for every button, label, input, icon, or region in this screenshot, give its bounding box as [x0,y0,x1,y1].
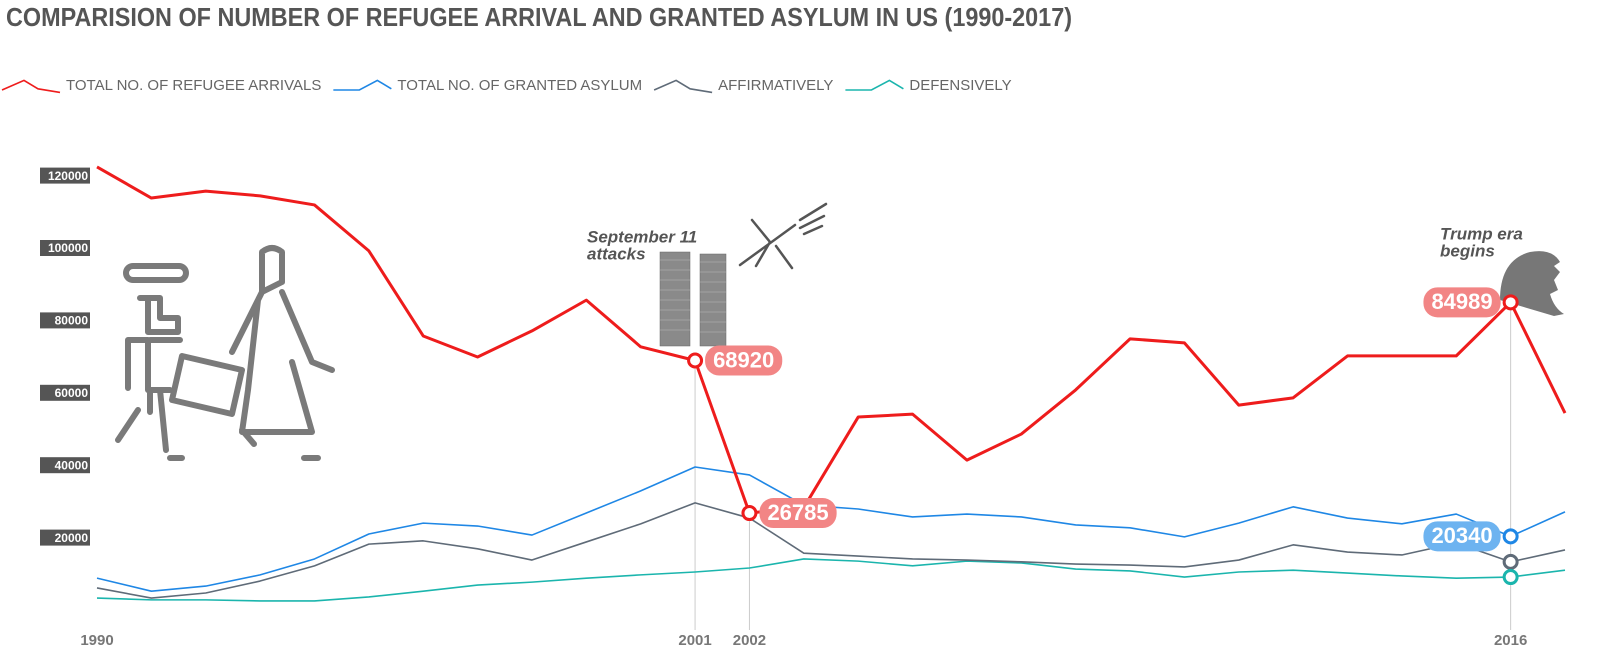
point-marker [1502,569,1519,586]
refugee-illustration [115,245,335,461]
series-line [96,165,1567,515]
x-tick-label: 2001 [678,632,711,649]
data-label-group: 20340 [1423,521,1501,552]
y-tick-label: 60000 [55,386,89,400]
x-tick-label: 1990 [80,632,113,649]
x-tick-label: 2016 [1494,632,1527,649]
data-label-bg [705,345,783,376]
series-line [96,558,1566,602]
annotation: attacks [587,244,646,263]
y-tick-label: 80000 [55,314,89,328]
data-label: 84989 [1431,289,1492,314]
legend-swatch [845,79,904,91]
legend-swatch [653,79,713,94]
chart-title: COMPARISION OF NUMBER OF REFUGEE ARRIVAL… [6,2,1072,32]
twin-towers [659,251,727,347]
legend-swatch [1,79,61,94]
data-label-bg [1423,521,1501,552]
legend-label: TOTAL NO. OF REFUGEE ARRIVALS [66,77,321,94]
y-tick-bg [40,167,90,184]
y-tick-bg [40,312,90,329]
legend-swatch [333,79,392,91]
data-label: 26785 [767,500,828,525]
point-marker [1502,553,1519,570]
data-label: 20340 [1431,523,1492,548]
annotation: Trump era [1440,224,1523,243]
plane-icon [738,202,828,270]
point-marker [687,352,704,369]
legend-label: TOTAL NO. OF GRANTED ASYLUM [397,77,642,94]
point-marker [741,505,758,522]
point-marker [1502,294,1519,311]
y-tick-bg [40,384,90,401]
data-label-bg [1423,287,1501,318]
annotation: begins [1440,241,1495,260]
series-line [96,502,1566,599]
y-tick-bg [40,457,90,474]
point-marker [1502,528,1519,545]
legend-label: AFFIRMATIVELY [718,77,833,94]
y-tick-label: 100000 [48,241,88,255]
y-tick-label: 40000 [55,458,89,472]
data-label-group: 68920 [705,345,783,376]
data-label: 68920 [713,347,774,372]
data-label-group: 84989 [1423,287,1501,318]
y-tick-label: 120000 [48,169,88,183]
y-tick-label: 20000 [55,531,89,545]
y-tick-bg [40,240,90,256]
data-label-group: 26785 [759,498,837,529]
legend-label: DEFENSIVELY [909,77,1011,94]
y-tick-bg [40,529,90,546]
annotation: September 11 [587,227,697,246]
x-tick-label: 2002 [733,632,766,649]
data-label-bg [759,498,837,529]
